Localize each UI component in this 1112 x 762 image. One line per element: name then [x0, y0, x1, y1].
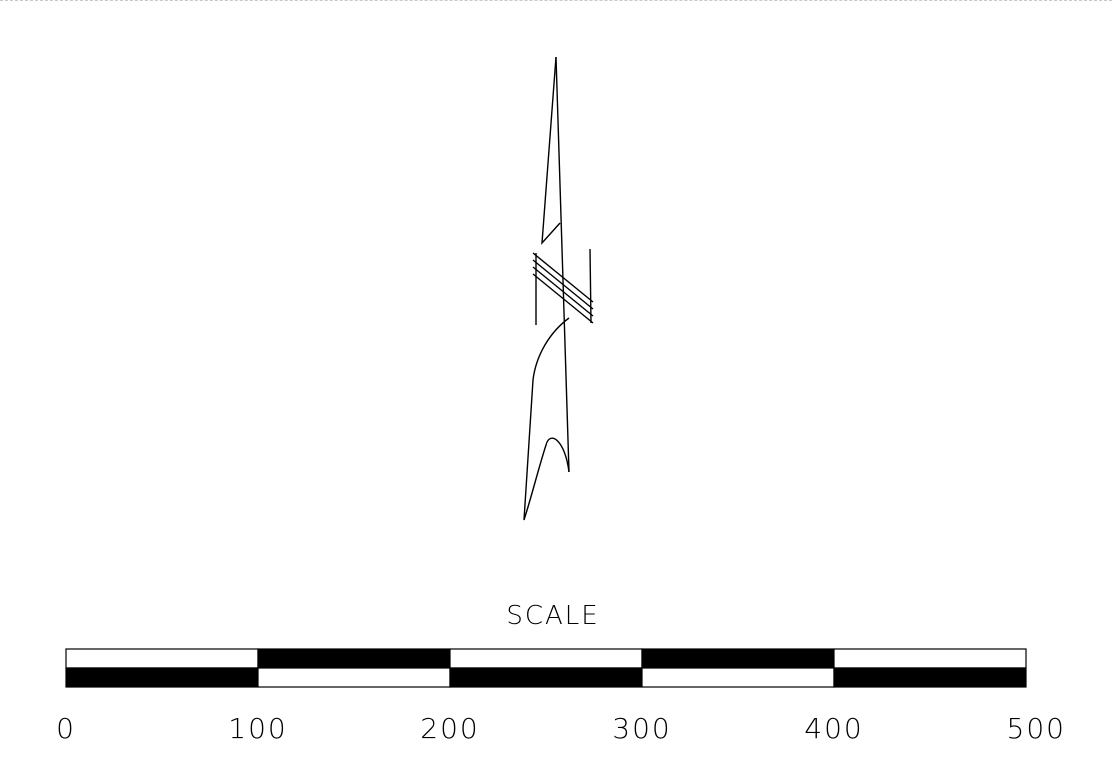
scale-segment-bottom	[641, 667, 835, 688]
n-hatch-line	[532, 259, 594, 310]
scale-segment-bottom	[65, 667, 259, 688]
north-arrow-upper-spike	[541, 56, 561, 245]
scale-segment-bottom	[833, 667, 1027, 688]
scale-tick-label: 200	[420, 712, 479, 745]
north-letter-N	[532, 248, 594, 325]
scale-tick-label: 100	[228, 712, 287, 745]
scale-tick-labels: 0 100 200 300 400 500	[56, 712, 1066, 745]
scale-bar	[65, 648, 1027, 688]
page-top-border	[0, 0, 1112, 3]
scale-tick-label: 400	[804, 712, 863, 745]
scale-segment-top	[449, 648, 643, 669]
scale-segment-top	[833, 648, 1027, 669]
scale-segment-top	[65, 648, 259, 669]
scale-tick-label: 500	[1007, 712, 1066, 745]
north-arrow-shaft	[555, 56, 570, 473]
scale-tick-label: 300	[612, 712, 671, 745]
scale-segment-bottom	[257, 667, 451, 688]
n-hatch-line	[532, 252, 594, 303]
n-hatch-line	[532, 266, 594, 317]
n-right-stroke	[589, 248, 592, 324]
scale-title: SCALE	[506, 601, 599, 631]
north-arrow-symbol	[523, 56, 594, 521]
scale-segment-top	[257, 648, 451, 669]
scale-segment-bottom	[449, 667, 643, 688]
north-arrow-lower-spike	[523, 317, 570, 521]
n-hatch-line	[532, 273, 594, 324]
scale-tick-label: 0	[56, 712, 76, 745]
scale-segment-top	[641, 648, 835, 669]
